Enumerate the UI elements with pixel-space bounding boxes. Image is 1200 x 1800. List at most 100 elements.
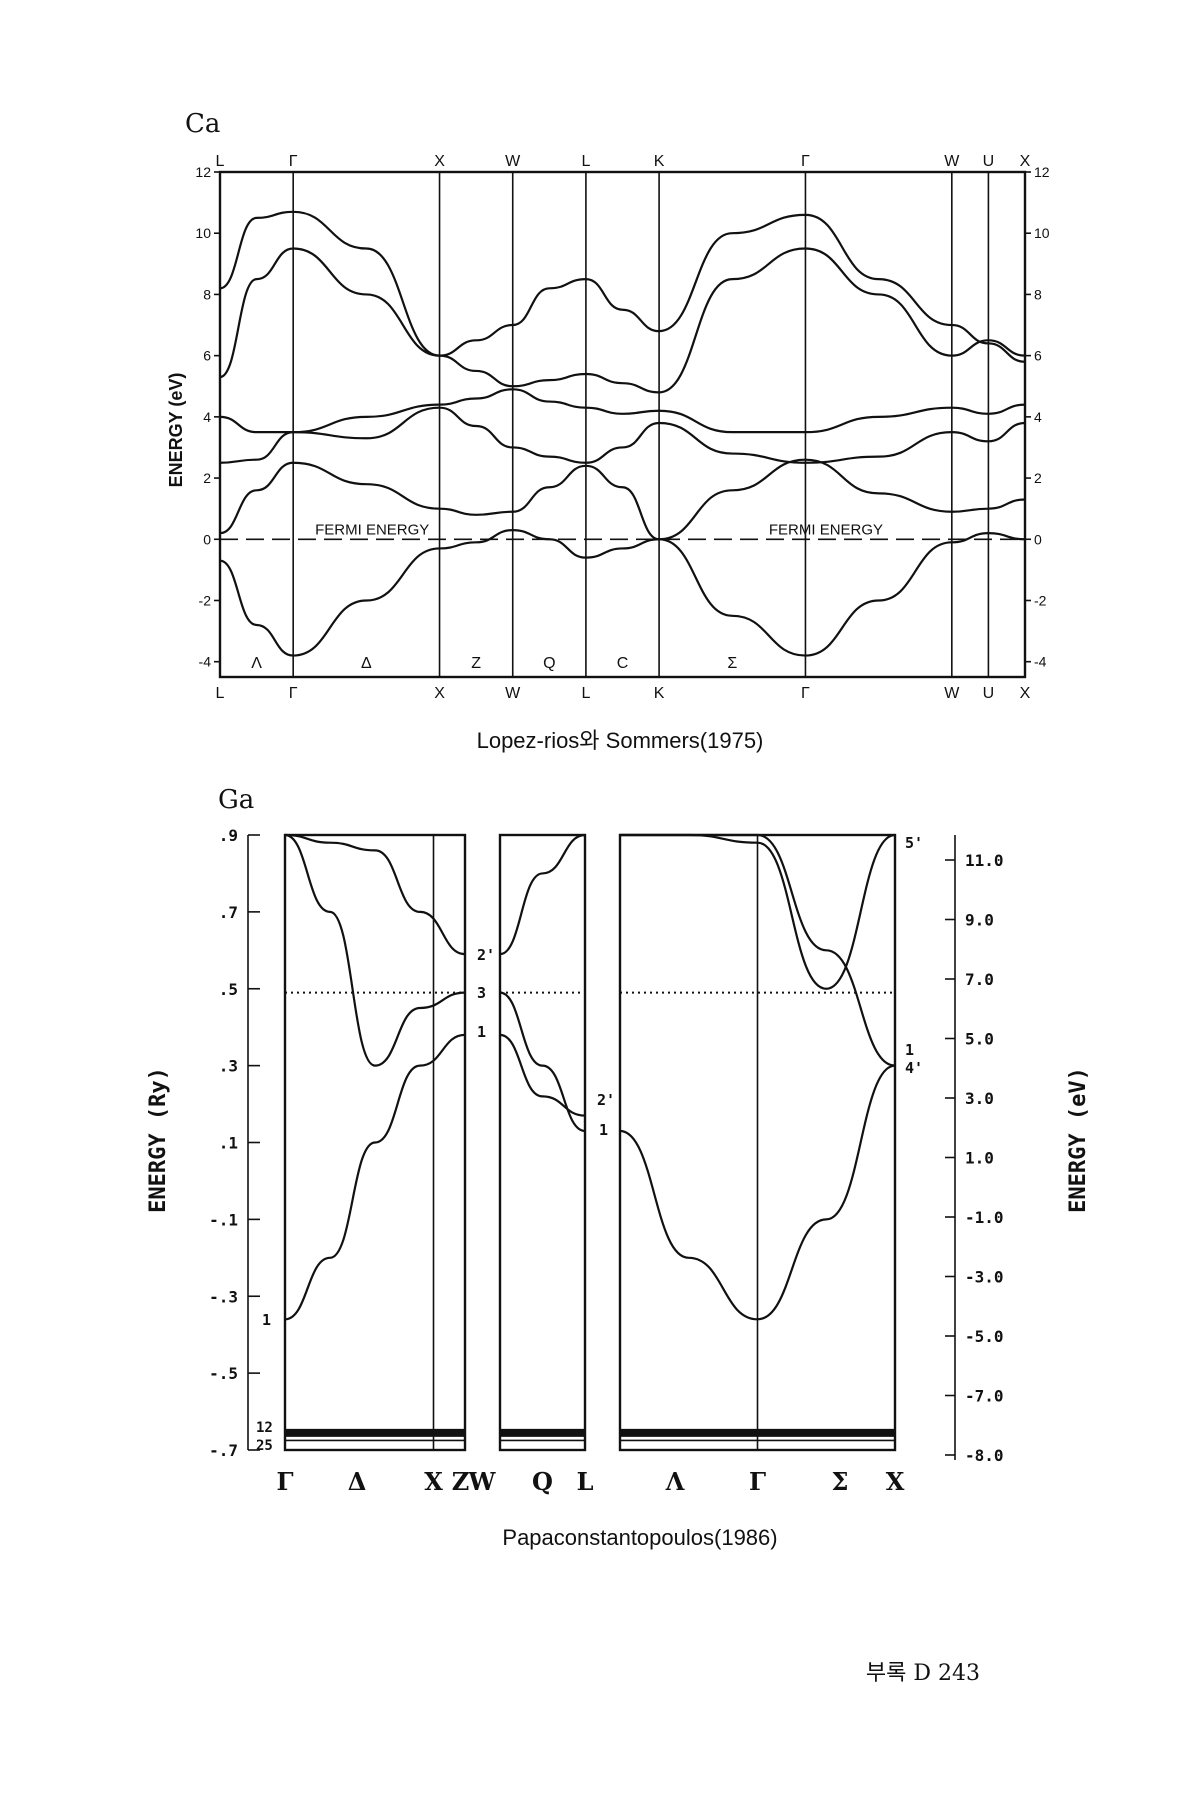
ga-right-tick-label: 1.0 xyxy=(965,1149,994,1168)
ga-right-tick-label: -5.0 xyxy=(965,1327,1004,1346)
ga-dband-bundle xyxy=(500,1428,585,1437)
ga-bottom-kpoint-label: Δ xyxy=(348,1467,367,1496)
ca-band-line xyxy=(219,247,1026,394)
ga-band-line xyxy=(619,833,896,990)
ga-right-tick-label: -7.0 xyxy=(965,1387,1004,1406)
ga-bottom-kpoint-label: Z xyxy=(452,1467,470,1496)
ga-label-1-l: 1 xyxy=(599,1121,608,1139)
ca-fermi-label-left: FERMI ENERGY xyxy=(315,521,429,538)
ga-left-tick-label: .3 xyxy=(219,1057,238,1076)
ga-label-12: 12 xyxy=(256,1420,273,1436)
ca-title: Ca xyxy=(185,109,220,139)
ca-caption: Lopez-rios와 Sommers(1975) xyxy=(477,728,764,753)
ga-label-3: 3 xyxy=(477,984,486,1002)
ca-top-kpoint-label: Γ xyxy=(801,153,810,170)
ga-dband-bundle xyxy=(620,1428,895,1437)
ga-right-tick-label: 5.0 xyxy=(965,1030,994,1049)
ca-left-tick-label: -4 xyxy=(199,654,212,670)
ga-label-2prime-l: 2' xyxy=(597,1091,615,1109)
ca-top-kpoint-label: W xyxy=(944,153,960,170)
ga-caption: Papaconstantopoulos(1986) xyxy=(502,1525,777,1550)
ca-top-kpoint-label: W xyxy=(505,153,521,170)
ca-right-tick-label: 10 xyxy=(1034,225,1050,241)
ca-left-tick-label: 2 xyxy=(203,470,211,486)
ca-bands xyxy=(219,210,1026,657)
ga-left-tick-label: -.3 xyxy=(209,1287,238,1306)
ca-left-tick-label: 0 xyxy=(203,531,211,547)
ga-left-tick-label: -.1 xyxy=(209,1210,238,1229)
ca-bottom-kpoint-label: Γ xyxy=(801,685,810,702)
ga-left-tick-label: .1 xyxy=(219,1134,238,1153)
ca-top-kpoint-label: L xyxy=(216,153,225,170)
ga-right-tick-label: 9.0 xyxy=(965,911,994,930)
ga-left-ticks: .9 .7 .5 .3 .1 -.1 -.3 -.5 -.7 xyxy=(209,826,260,1460)
ca-top-kpoint-label: K xyxy=(654,153,665,170)
ga-right-tick-label: -1.0 xyxy=(965,1208,1004,1227)
ga-panel-frame xyxy=(498,833,587,1452)
ca-bottom-kpoint-label: W xyxy=(944,685,960,702)
ga-bands xyxy=(284,833,896,1442)
ca-ylabel: ENERGY (eV) xyxy=(166,373,186,488)
ca-kpoint-lines xyxy=(292,172,990,677)
ga-right-tick-label: -8.0 xyxy=(965,1446,1004,1465)
ga-band-line xyxy=(619,1064,896,1321)
ca-bottom-kpoint-label: L xyxy=(216,685,225,702)
ga-panel-frame xyxy=(283,833,467,1452)
ca-top-kpoint-label: L xyxy=(581,153,590,170)
ca-segment-label: Z xyxy=(471,655,481,672)
ca-segment-label: Σ xyxy=(727,655,737,672)
ga-bottom-kpoint-label: Σ xyxy=(832,1467,849,1496)
ca-top-kpoint-label: X xyxy=(434,153,445,170)
ca-bottom-kpoint-label: L xyxy=(581,685,590,702)
ca-right-tick-label: -4 xyxy=(1034,654,1047,670)
ca-fermi-label-right: FERMI ENERGY xyxy=(769,521,883,538)
ca-bottom-kpoint-label: W xyxy=(505,685,521,702)
ca-bottom-kpoint-label: U xyxy=(983,685,995,702)
ga-ylabel-left: ENERGY (Ry) xyxy=(146,1067,171,1213)
ca-right-tick-label: 8 xyxy=(1034,286,1042,302)
page-footer: 부록 D 243 xyxy=(866,1661,980,1686)
ga-plot-frames xyxy=(283,833,897,1452)
ca-top-kpoint-label: X xyxy=(1020,153,1031,170)
ca-band-line xyxy=(219,210,1026,363)
ca-left-tick-label: -2 xyxy=(199,592,212,608)
ca-right-ticks: 12 10 8 6 4 2 0 -2 -4 xyxy=(1025,164,1050,670)
ga-band-line xyxy=(284,833,466,956)
ga-bottom-kpoint-label: Λ xyxy=(665,1467,685,1496)
ga-bottom-kpoint-label: L xyxy=(577,1467,594,1496)
ga-left-tick-label: -.5 xyxy=(209,1364,238,1383)
ga-bottom-kpoint-label: X xyxy=(886,1467,905,1496)
ga-band-line xyxy=(499,833,586,956)
ca-right-tick-label: 0 xyxy=(1034,531,1042,547)
ga-label-4prime: 4' xyxy=(905,1059,923,1077)
ca-top-kpoint-label: Γ xyxy=(289,153,298,170)
ga-band-chart: Ga .9.7.5.3.1-.1-.3-.5-.7 11.09.07.05.03… xyxy=(146,785,1091,1550)
ga-dband-bundle xyxy=(285,1428,465,1437)
ca-right-tick-label: -2 xyxy=(1034,592,1047,608)
ca-band-line xyxy=(219,458,1026,541)
ga-band-line xyxy=(284,833,466,1067)
ca-bottom-kpoint-label: X xyxy=(1020,685,1031,702)
ca-band-line xyxy=(219,388,1026,434)
ca-segment-label: Q xyxy=(543,655,555,672)
ga-title: Ga xyxy=(218,785,254,815)
ga-left-tick-label: -.7 xyxy=(209,1441,238,1460)
ca-left-tick-label: 6 xyxy=(203,348,211,364)
ga-label-1-g: 1 xyxy=(262,1311,271,1329)
ca-segment-label: Λ xyxy=(251,655,262,672)
ca-left-ticks: 12 10 8 6 4 2 0 -2 -4 xyxy=(195,164,220,670)
ca-band-chart: Ca L Γ X W L K Γ W U X L Γ X W L K Γ W U X Λ Δ Z Q C Σ 12 10 8 6 4 2… xyxy=(166,109,1050,753)
ca-band-line xyxy=(219,528,1026,657)
ga-right-tick-label: 11.0 xyxy=(965,851,1004,870)
ca-left-tick-label: 12 xyxy=(195,164,211,180)
ga-right-tick-label: 3.0 xyxy=(965,1089,994,1108)
ga-band-line xyxy=(284,1033,466,1321)
ca-bottom-kpoint-label: X xyxy=(434,685,445,702)
ca-right-tick-label: 6 xyxy=(1034,348,1042,364)
ga-label-2prime: 2' xyxy=(477,946,495,964)
ga-label-1-x: 1 xyxy=(905,1041,914,1059)
